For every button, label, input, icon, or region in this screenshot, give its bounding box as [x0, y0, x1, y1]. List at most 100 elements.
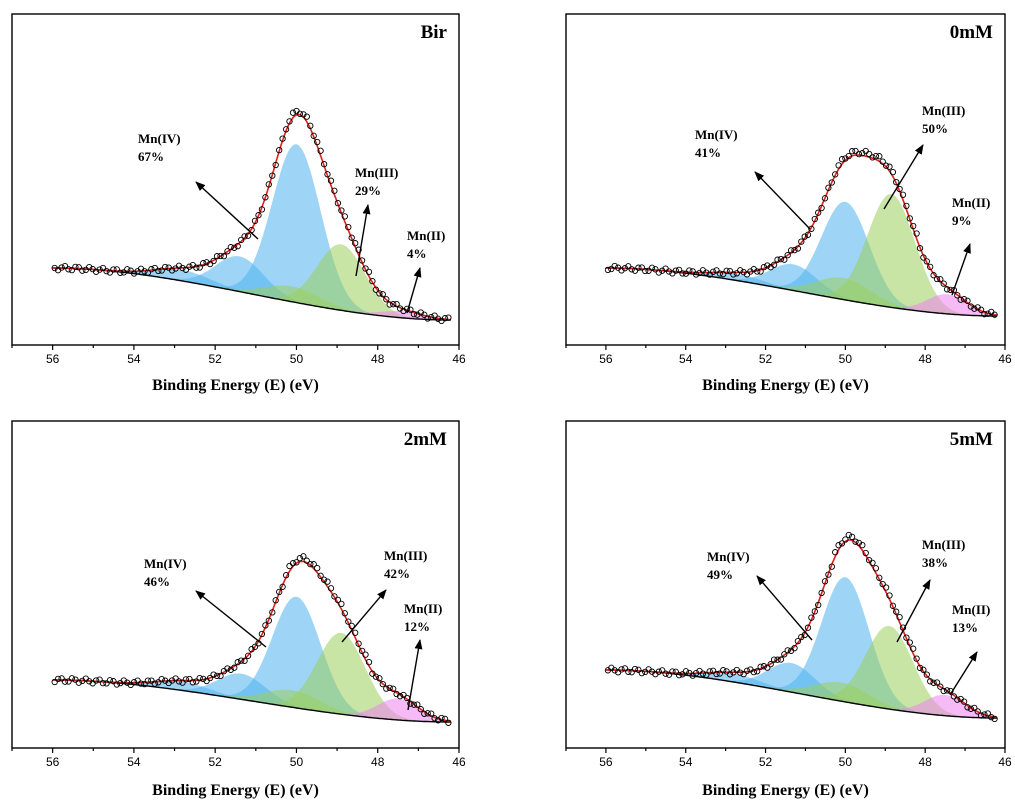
- data-point: [723, 267, 730, 274]
- data-point: [869, 154, 876, 161]
- data-point: [767, 661, 774, 668]
- annotation-label: Mn(IV): [144, 556, 187, 571]
- data-point: [341, 610, 348, 617]
- data-point: [289, 109, 297, 116]
- data-point: [638, 669, 645, 677]
- data-point: [206, 674, 214, 682]
- data-point: [193, 678, 200, 685]
- x-tick-label: 50: [839, 755, 853, 769]
- data-point: [964, 704, 971, 711]
- data-point: [213, 253, 221, 260]
- component-mniii-0: [52, 244, 451, 320]
- data-point: [838, 540, 846, 547]
- data-point: [628, 669, 635, 676]
- data-point: [441, 315, 449, 322]
- data-point: [984, 310, 991, 317]
- data-point: [974, 708, 981, 715]
- data-point: [923, 671, 930, 678]
- annotation-arrow: [754, 171, 811, 230]
- data-point: [964, 297, 971, 304]
- component-mnii-0: [605, 670, 997, 718]
- data-point: [865, 150, 873, 158]
- data-point: [716, 670, 723, 677]
- data-point: [920, 254, 927, 261]
- data-point: [675, 672, 683, 679]
- data-point: [241, 657, 248, 664]
- x-tick-label: 54: [127, 755, 141, 769]
- data-point: [372, 673, 380, 680]
- data-point: [777, 255, 785, 263]
- data-point: [804, 231, 812, 238]
- data-point: [175, 678, 183, 685]
- data-point: [764, 262, 771, 269]
- data-point: [699, 670, 707, 677]
- plot-frame: [11, 13, 460, 346]
- data-point: [754, 268, 761, 275]
- annotation-arrow: [949, 651, 978, 696]
- data-point: [386, 301, 393, 308]
- annotation-label: Mn(IV): [707, 549, 750, 564]
- data-point: [324, 171, 331, 178]
- data-point: [642, 267, 649, 275]
- data-point: [798, 633, 805, 641]
- data-point: [210, 671, 217, 678]
- data-point: [189, 679, 196, 686]
- data-point: [889, 168, 897, 176]
- data-point: [58, 675, 65, 682]
- data-point: [760, 263, 768, 271]
- data-point: [68, 266, 76, 274]
- data-point: [276, 588, 283, 596]
- data-point: [784, 251, 791, 259]
- x-tick-label: 56: [46, 755, 60, 769]
- data-point: [832, 549, 839, 556]
- data-point: [379, 680, 386, 688]
- data-point: [977, 306, 985, 313]
- annotation-percent: 67%: [138, 149, 164, 164]
- data-point: [692, 271, 700, 278]
- data-point: [960, 296, 968, 303]
- data-point: [896, 613, 903, 621]
- annotation-percent: 49%: [707, 567, 733, 582]
- x-tick-label: 50: [839, 352, 853, 366]
- annotation-arrow: [407, 639, 423, 711]
- data-point: [781, 256, 788, 263]
- data-point: [369, 277, 376, 285]
- data-point: [396, 693, 404, 700]
- data-point: [635, 666, 642, 673]
- data-point: [227, 244, 234, 251]
- data-point: [774, 256, 781, 263]
- x-axis-label: Binding Energy (E) (eV): [152, 377, 319, 394]
- data-point: [777, 656, 785, 663]
- data-point: [141, 680, 148, 688]
- data-point: [79, 267, 86, 274]
- data-point: [196, 674, 203, 682]
- annotation-arrow: [406, 267, 422, 314]
- data-point: [258, 630, 266, 638]
- data-point: [317, 147, 324, 154]
- data-point: [376, 290, 383, 297]
- data-point: [86, 263, 93, 271]
- x-tick-label: 54: [679, 755, 693, 769]
- data-point: [61, 262, 69, 270]
- data-point: [158, 267, 165, 274]
- data-point: [876, 574, 883, 581]
- data-point: [628, 266, 635, 273]
- x-tick-label: 52: [209, 755, 223, 769]
- data-point: [859, 541, 866, 549]
- data-point: [338, 600, 345, 608]
- data-point: [709, 268, 717, 275]
- data-point: [811, 215, 818, 223]
- data-point: [431, 312, 438, 319]
- x-tick-label: 48: [371, 755, 385, 769]
- panel-title: Bir: [421, 22, 448, 43]
- data-point: [331, 593, 338, 600]
- chart-panel-Bir: 56 54 52 50 48 46 Bir Binding Energy (E) (eV) Mn…: [11, 13, 466, 394]
- data-point: [672, 267, 679, 274]
- data-point: [682, 270, 690, 277]
- data-point: [828, 563, 835, 570]
- data-point: [217, 672, 224, 680]
- data-point: [424, 315, 431, 322]
- component-mnii-0: [52, 680, 451, 722]
- data-point: [282, 126, 290, 133]
- data-point: [916, 664, 924, 672]
